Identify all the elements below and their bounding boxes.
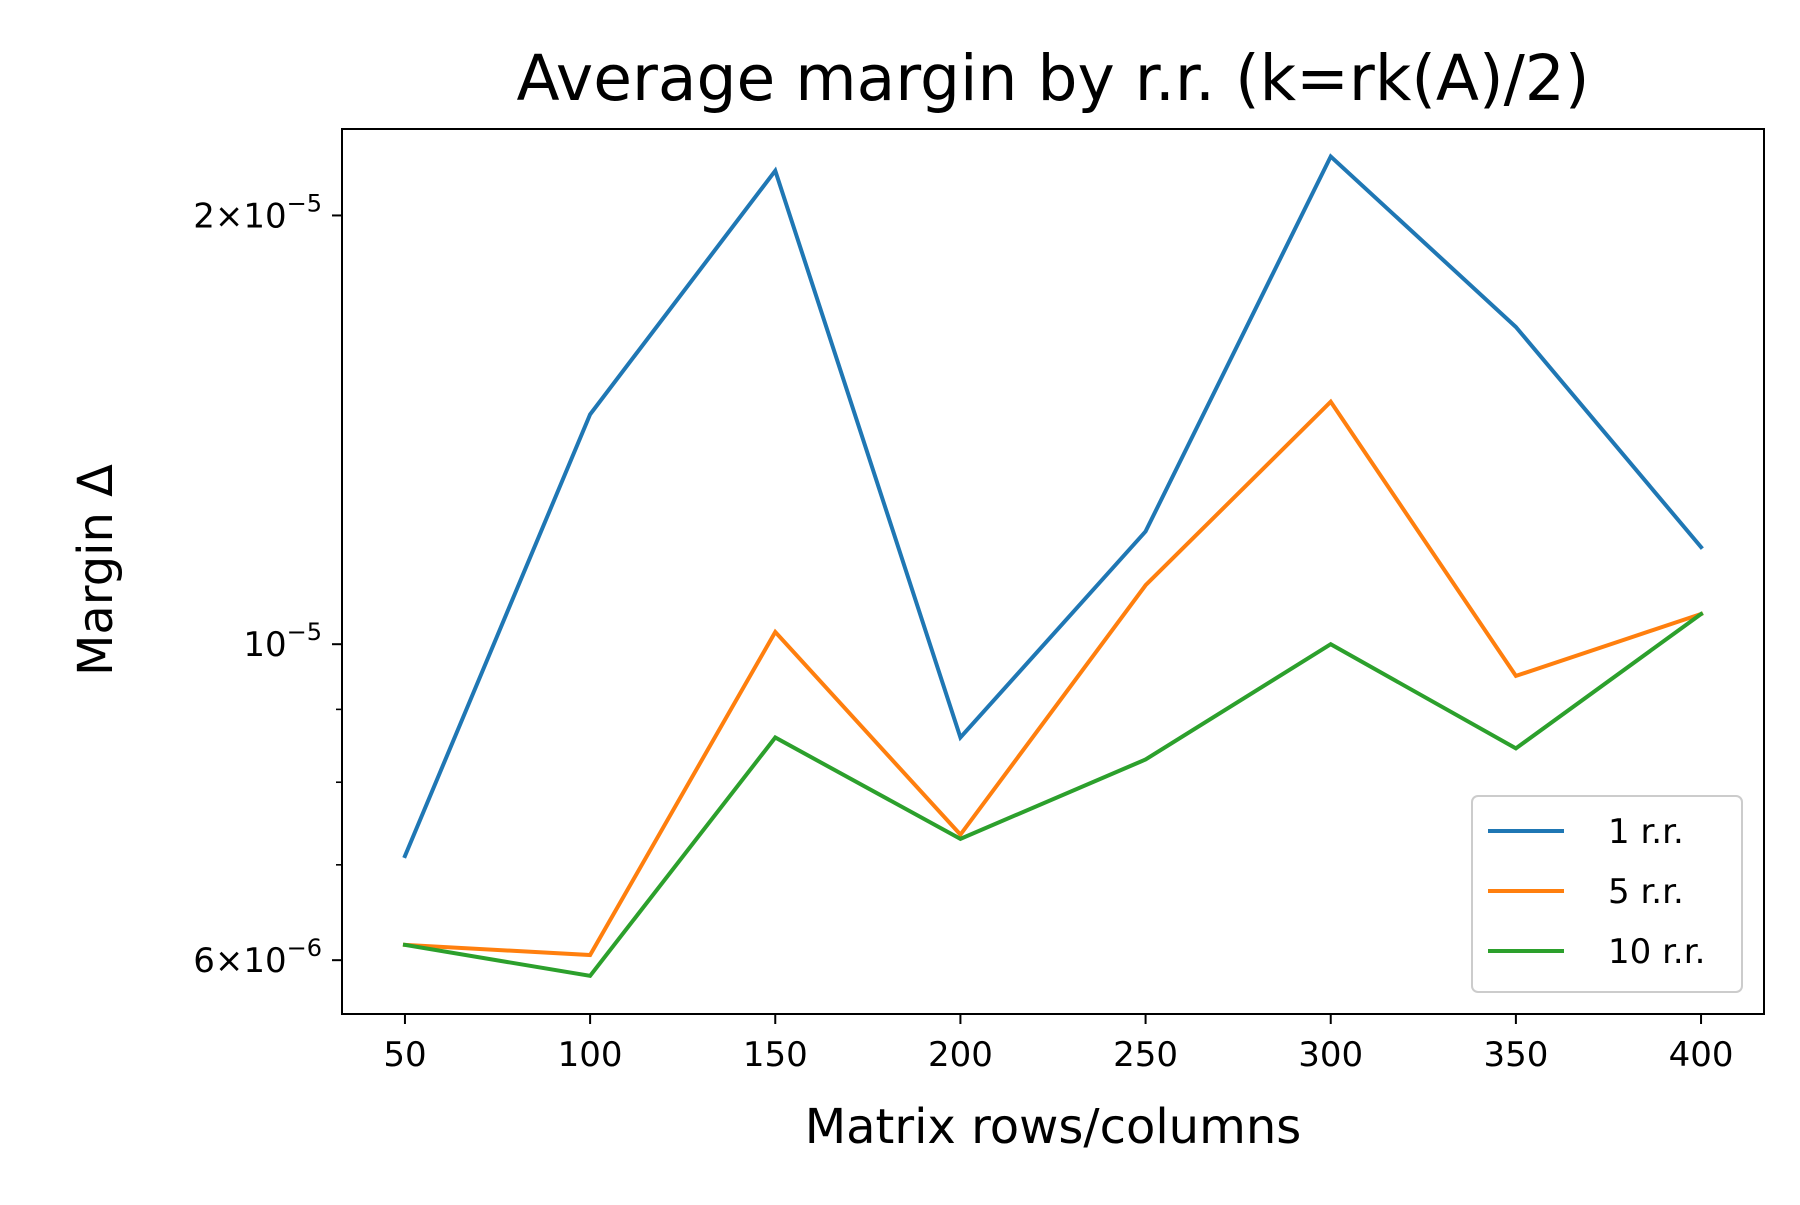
y-axis-label: Margin Δ [68, 464, 124, 676]
x-tick-label: 350 [1483, 1035, 1548, 1075]
y-tick-label: 10−5 [243, 618, 322, 665]
legend-label-1: 1 r.r. [1608, 812, 1684, 852]
x-tick-label: 400 [1669, 1035, 1734, 1075]
x-axis-label: Matrix rows/columns [805, 1099, 1302, 1155]
legend-label-2: 5 r.r. [1608, 872, 1684, 912]
plot-area [402, 153, 1704, 979]
legend-box [1471, 795, 1743, 993]
legend-label-3: 10 r.r. [1608, 932, 1705, 972]
series-line-1 [402, 153, 1704, 859]
x-tick-label: 100 [558, 1035, 623, 1075]
axes: 50 100 150 200 250 300 350 400 2×10−5 10−5 6×10−6 [193, 128, 1765, 1075]
x-tick-label: 150 [743, 1035, 808, 1075]
series-line-2 [402, 398, 1704, 958]
axes-frame [341, 128, 1765, 1015]
x-tick-label: 200 [928, 1035, 993, 1075]
series-line-3 [402, 611, 1704, 979]
chart-title: Average margin by r.r. (k=rk(A)/2) [517, 42, 1590, 115]
y-tick-label: 2×10−5 [193, 189, 322, 236]
x-tick-label: 50 [383, 1035, 426, 1075]
y-tick-label: 6×10−6 [193, 934, 322, 981]
x-tick-label: 250 [1113, 1035, 1178, 1075]
legend: 1 r.r. 5 r.r. 10 r.r. [1471, 795, 1743, 993]
x-tick-label: 300 [1298, 1035, 1363, 1075]
